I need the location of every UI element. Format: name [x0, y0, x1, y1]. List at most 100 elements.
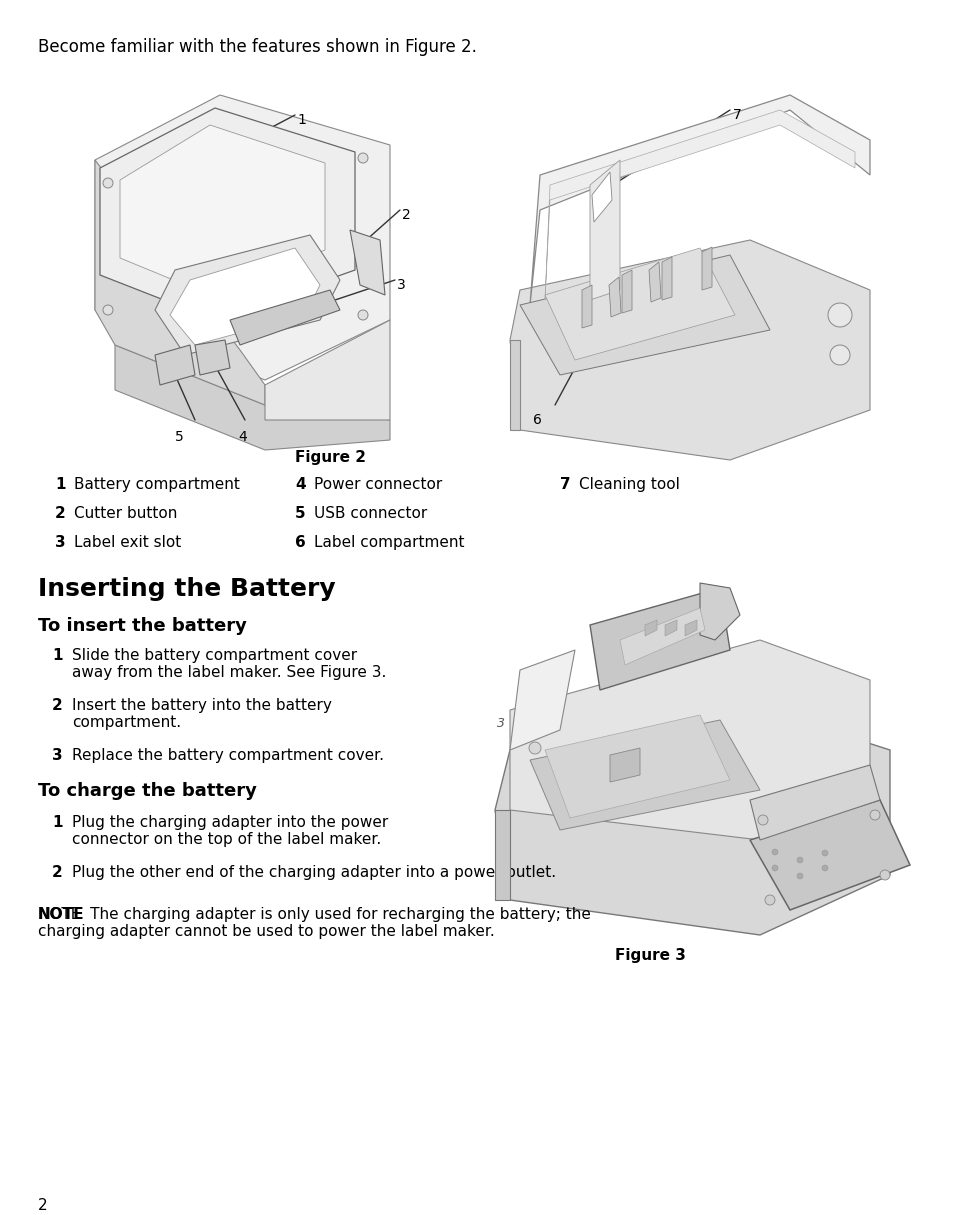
- Text: 2: 2: [55, 505, 66, 521]
- Circle shape: [758, 815, 767, 825]
- Polygon shape: [265, 320, 390, 420]
- Polygon shape: [510, 241, 869, 460]
- Polygon shape: [608, 277, 620, 317]
- Circle shape: [764, 895, 774, 905]
- Polygon shape: [609, 748, 639, 782]
- Text: Label exit slot: Label exit slot: [74, 535, 181, 550]
- Polygon shape: [544, 111, 854, 300]
- Polygon shape: [749, 799, 909, 910]
- Circle shape: [879, 870, 889, 880]
- Polygon shape: [661, 258, 671, 300]
- Polygon shape: [154, 345, 194, 385]
- Polygon shape: [664, 620, 677, 635]
- Text: Inserting the Battery: Inserting the Battery: [38, 577, 335, 601]
- Text: 1: 1: [55, 477, 66, 492]
- Text: Plug the other end of the charging adapter into a power outlet.: Plug the other end of the charging adapt…: [71, 865, 556, 880]
- Polygon shape: [519, 255, 769, 375]
- Circle shape: [103, 179, 112, 188]
- Text: 1: 1: [296, 113, 306, 128]
- Text: 5: 5: [294, 505, 305, 521]
- Polygon shape: [589, 160, 619, 300]
- Polygon shape: [95, 95, 390, 380]
- Text: 7: 7: [732, 108, 741, 122]
- Text: USB connector: USB connector: [314, 505, 427, 521]
- Text: Battery compartment: Battery compartment: [74, 477, 239, 492]
- Polygon shape: [700, 583, 740, 640]
- Text: 1: 1: [52, 648, 63, 663]
- Text: Label compartment: Label compartment: [314, 535, 464, 550]
- Text: Figure 2: Figure 2: [294, 450, 366, 465]
- Text: NOTE  The charging adapter is only used for recharging the battery; the
charging: NOTE The charging adapter is only used f…: [38, 908, 590, 939]
- Circle shape: [771, 865, 778, 871]
- Circle shape: [103, 305, 112, 315]
- Polygon shape: [194, 340, 230, 375]
- Text: Cleaning tool: Cleaning tool: [578, 477, 679, 492]
- Text: 3: 3: [497, 717, 504, 730]
- Polygon shape: [581, 286, 592, 328]
- Text: 3: 3: [396, 278, 405, 292]
- Polygon shape: [589, 588, 729, 690]
- Polygon shape: [544, 248, 734, 360]
- Text: DYMO: DYMO: [234, 305, 258, 311]
- Text: Cutter button: Cutter button: [74, 505, 177, 521]
- Text: 6: 6: [294, 535, 305, 550]
- Text: Plug the charging adapter into the power
connector on the top of the label maker: Plug the charging adapter into the power…: [71, 815, 388, 847]
- Circle shape: [821, 850, 827, 857]
- Text: 7: 7: [559, 477, 570, 492]
- Text: Slide the battery compartment cover
away from the label maker. See Figure 3.: Slide the battery compartment cover away…: [71, 648, 386, 680]
- Text: 3: 3: [52, 748, 63, 763]
- Polygon shape: [170, 248, 319, 345]
- Polygon shape: [100, 108, 355, 320]
- Circle shape: [829, 345, 849, 364]
- Polygon shape: [592, 173, 612, 222]
- Text: To insert the battery: To insert the battery: [38, 617, 247, 635]
- Polygon shape: [350, 230, 385, 295]
- Text: Insert the battery into the battery
compartment.: Insert the battery into the battery comp…: [71, 697, 332, 730]
- Text: 4: 4: [237, 430, 247, 443]
- Circle shape: [821, 865, 827, 871]
- Text: Power connector: Power connector: [314, 477, 442, 492]
- Polygon shape: [749, 765, 879, 840]
- Circle shape: [771, 849, 778, 855]
- Polygon shape: [544, 714, 729, 818]
- Text: 6: 6: [533, 413, 541, 426]
- Polygon shape: [510, 640, 869, 840]
- Polygon shape: [648, 262, 660, 303]
- Circle shape: [357, 310, 368, 320]
- Polygon shape: [495, 810, 510, 900]
- Polygon shape: [644, 620, 657, 635]
- Circle shape: [529, 742, 540, 755]
- Polygon shape: [510, 650, 575, 750]
- Text: 3: 3: [55, 535, 66, 550]
- Text: Replace the battery compartment cover.: Replace the battery compartment cover.: [71, 748, 384, 763]
- Polygon shape: [154, 234, 339, 355]
- Text: 2: 2: [38, 1198, 48, 1213]
- Text: Become familiar with the features shown in Figure 2.: Become familiar with the features shown …: [38, 38, 476, 56]
- Polygon shape: [95, 160, 265, 405]
- Polygon shape: [621, 270, 631, 313]
- Polygon shape: [230, 290, 339, 345]
- Polygon shape: [530, 720, 760, 830]
- Text: 1: 1: [52, 815, 63, 830]
- Text: 2: 2: [401, 208, 411, 222]
- Polygon shape: [510, 340, 519, 430]
- Text: NOTE: NOTE: [38, 908, 85, 922]
- Circle shape: [357, 153, 368, 163]
- Polygon shape: [701, 247, 711, 290]
- Polygon shape: [120, 125, 325, 295]
- Circle shape: [827, 303, 851, 327]
- Text: To charge the battery: To charge the battery: [38, 782, 256, 799]
- Polygon shape: [495, 705, 889, 936]
- Text: 4: 4: [294, 477, 305, 492]
- Text: 2: 2: [52, 865, 63, 880]
- Circle shape: [796, 857, 802, 863]
- Circle shape: [869, 810, 879, 820]
- Polygon shape: [115, 345, 390, 450]
- Circle shape: [796, 874, 802, 878]
- Text: 5: 5: [174, 430, 184, 443]
- Polygon shape: [684, 620, 697, 635]
- Text: 2: 2: [52, 697, 63, 713]
- Polygon shape: [530, 95, 869, 305]
- Polygon shape: [619, 608, 704, 665]
- Text: Figure 3: Figure 3: [615, 948, 685, 963]
